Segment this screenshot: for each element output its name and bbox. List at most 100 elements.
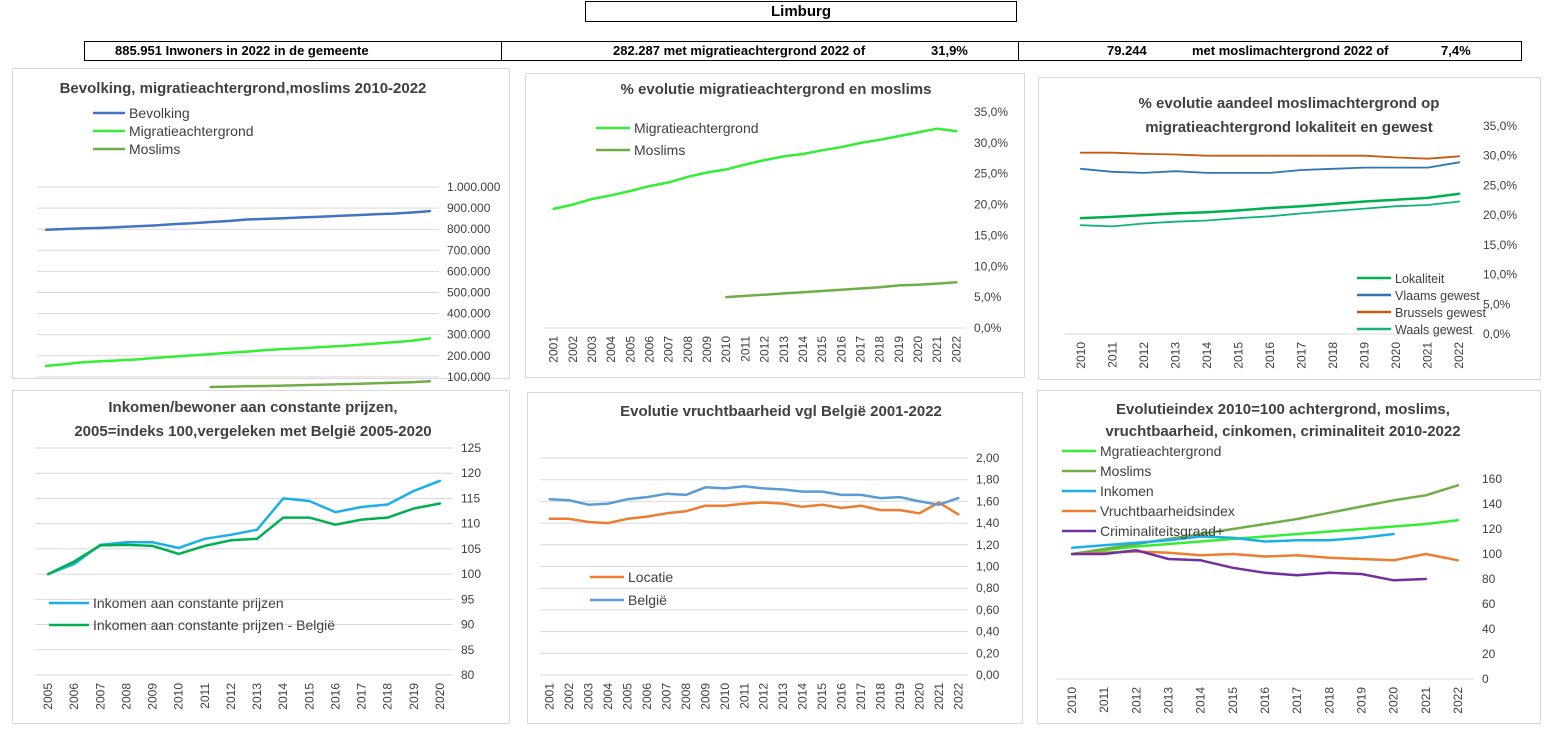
x-tick-label: 2003 xyxy=(585,336,599,363)
x-tick-label: 2016 xyxy=(328,683,342,710)
y-tick-label: 0,00 xyxy=(976,668,1000,682)
y-tick-label: 1,40 xyxy=(976,516,1000,530)
x-tick-label: 2019 xyxy=(893,683,907,710)
x-tick-label: 2011 xyxy=(1097,687,1111,713)
series-line-lokaliteit xyxy=(1079,192,1461,220)
series-line-waals-gewest xyxy=(1079,200,1461,228)
legend-label: Mgratieachtergrond xyxy=(1100,443,1221,459)
y-tick-label: 500.000 xyxy=(447,286,491,300)
x-tick-label: 2020 xyxy=(911,336,925,363)
x-tick-label: 2015 xyxy=(1231,342,1245,369)
page-title: Limburg xyxy=(585,1,1017,22)
migration-pct: 31,9% xyxy=(931,43,968,58)
y-tick-label: 80 xyxy=(461,668,475,682)
x-tick-label: 2022 xyxy=(1451,687,1465,714)
x-tick-label: 2001 xyxy=(543,683,557,710)
x-tick-label: 2008 xyxy=(679,683,693,710)
x-tick-label: 2016 xyxy=(1258,687,1272,714)
x-tick-label: 2012 xyxy=(758,336,772,363)
y-tick-label: 1,60 xyxy=(976,494,1000,508)
chart-muslim-share: % evolutie aandeel moslimachtergrond op m… xyxy=(1038,77,1541,380)
x-tick-label: 2011 xyxy=(198,683,212,709)
legend-label: Inkomen aan constante prijzen - België xyxy=(93,617,335,633)
y-tick-label: 0,80 xyxy=(976,581,1000,595)
legend-label: Lokaliteit xyxy=(1395,272,1445,286)
x-tick-label: 2011 xyxy=(737,683,751,709)
stats-divider xyxy=(1018,42,1019,60)
x-tick-label: 2014 xyxy=(796,683,810,710)
y-tick-label: 90 xyxy=(461,618,475,632)
x-tick-label: 2019 xyxy=(892,336,906,363)
x-tick-label: 2014 xyxy=(796,336,810,363)
x-tick-label: 2017 xyxy=(355,683,369,710)
series-line-mgratieachtergrond xyxy=(1070,519,1460,556)
y-tick-label: 100 xyxy=(461,567,481,581)
x-tick-label: 2004 xyxy=(601,683,615,710)
series-line-bevolking xyxy=(44,209,432,232)
x-tick-label: 2003 xyxy=(582,683,596,710)
y-tick-label: 25,0% xyxy=(1483,178,1517,192)
x-tick-label: 2020 xyxy=(433,683,447,710)
y-tick-label: 100.000 xyxy=(447,370,491,384)
x-tick-label: 2012 xyxy=(224,683,238,710)
y-tick-label: 200.000 xyxy=(447,349,491,363)
y-tick-label: 100 xyxy=(1482,547,1502,561)
series-line-locatie xyxy=(548,501,960,525)
x-tick-label: 2009 xyxy=(700,336,714,363)
x-tick-label: 2016 xyxy=(834,336,848,363)
y-tick-label: 105 xyxy=(461,542,481,556)
series-line-vruchtbaarheidsindex xyxy=(1070,550,1460,562)
x-tick-label: 2013 xyxy=(777,336,791,363)
x-tick-label: 2010 xyxy=(718,683,732,710)
series-line-vlaams-gewest xyxy=(1079,161,1461,174)
y-tick-label: 10,0% xyxy=(1483,268,1517,282)
chart-title: Evolutieindex 2010=100 achtergrond, mosl… xyxy=(1116,401,1450,418)
x-tick-label: 2018 xyxy=(1326,342,1340,369)
y-tick-label: 20,0% xyxy=(974,198,1008,212)
y-tick-label: 85 xyxy=(461,643,475,657)
x-tick-label: 2014 xyxy=(1194,687,1208,714)
x-tick-label: 2017 xyxy=(1290,687,1304,714)
y-tick-label: 15,0% xyxy=(974,228,1008,242)
x-tick-label: 2006 xyxy=(643,336,657,363)
legend-label: Brussels gewest xyxy=(1395,306,1487,320)
x-tick-label: 2020 xyxy=(912,683,926,710)
stats-row: 885.951 Inwoners in 2022 in de gemeente … xyxy=(84,41,1522,61)
y-tick-label: 0,40 xyxy=(976,625,1000,639)
x-tick-label: 2010 xyxy=(1074,342,1088,369)
muslim-stat: 79.244 xyxy=(1107,43,1147,58)
x-tick-label: 2007 xyxy=(93,683,107,710)
x-tick-label: 2005 xyxy=(623,336,637,363)
x-tick-label: 2022 xyxy=(949,336,963,363)
y-tick-label: 0,0% xyxy=(974,321,1002,335)
legend-label: Vlaams gewest xyxy=(1395,289,1480,303)
x-tick-label: 2014 xyxy=(276,683,290,710)
chart-title: 2005=indeks 100,vergeleken met België 20… xyxy=(74,423,431,440)
legend-label: Moslims xyxy=(1100,463,1151,479)
y-tick-label: 5,0% xyxy=(1483,297,1511,311)
y-tick-label: 0,60 xyxy=(976,603,1000,617)
legend-label: Locatie xyxy=(628,569,673,585)
x-tick-label: 2001 xyxy=(547,336,561,363)
x-tick-label: 2006 xyxy=(640,683,654,710)
x-tick-label: 2015 xyxy=(1226,687,1240,714)
x-tick-label: 2010 xyxy=(1065,687,1079,714)
x-tick-label: 2019 xyxy=(407,683,421,710)
x-tick-label: 2018 xyxy=(873,336,887,363)
x-tick-label: 2017 xyxy=(1295,342,1309,369)
x-tick-label: 2013 xyxy=(776,683,790,710)
y-tick-label: 1,00 xyxy=(976,560,1000,574)
x-tick-label: 2006 xyxy=(67,683,81,710)
x-tick-label: 2013 xyxy=(1162,687,1176,714)
chart-income: Inkomen/bewoner aan constante prijzen, 20… xyxy=(12,390,510,724)
x-tick-label: 2018 xyxy=(873,683,887,710)
legend-label: België xyxy=(628,592,667,608)
x-tick-label: 2019 xyxy=(1354,687,1368,714)
y-tick-label: 160 xyxy=(1482,472,1502,486)
y-tick-label: 30,0% xyxy=(1483,149,1517,163)
x-tick-label: 2022 xyxy=(951,683,965,710)
x-tick-label: 2010 xyxy=(172,683,186,710)
x-tick-label: 2015 xyxy=(302,683,316,710)
legend-label: Inkomen xyxy=(1100,483,1154,499)
y-tick-label: 0 xyxy=(1482,672,1489,686)
